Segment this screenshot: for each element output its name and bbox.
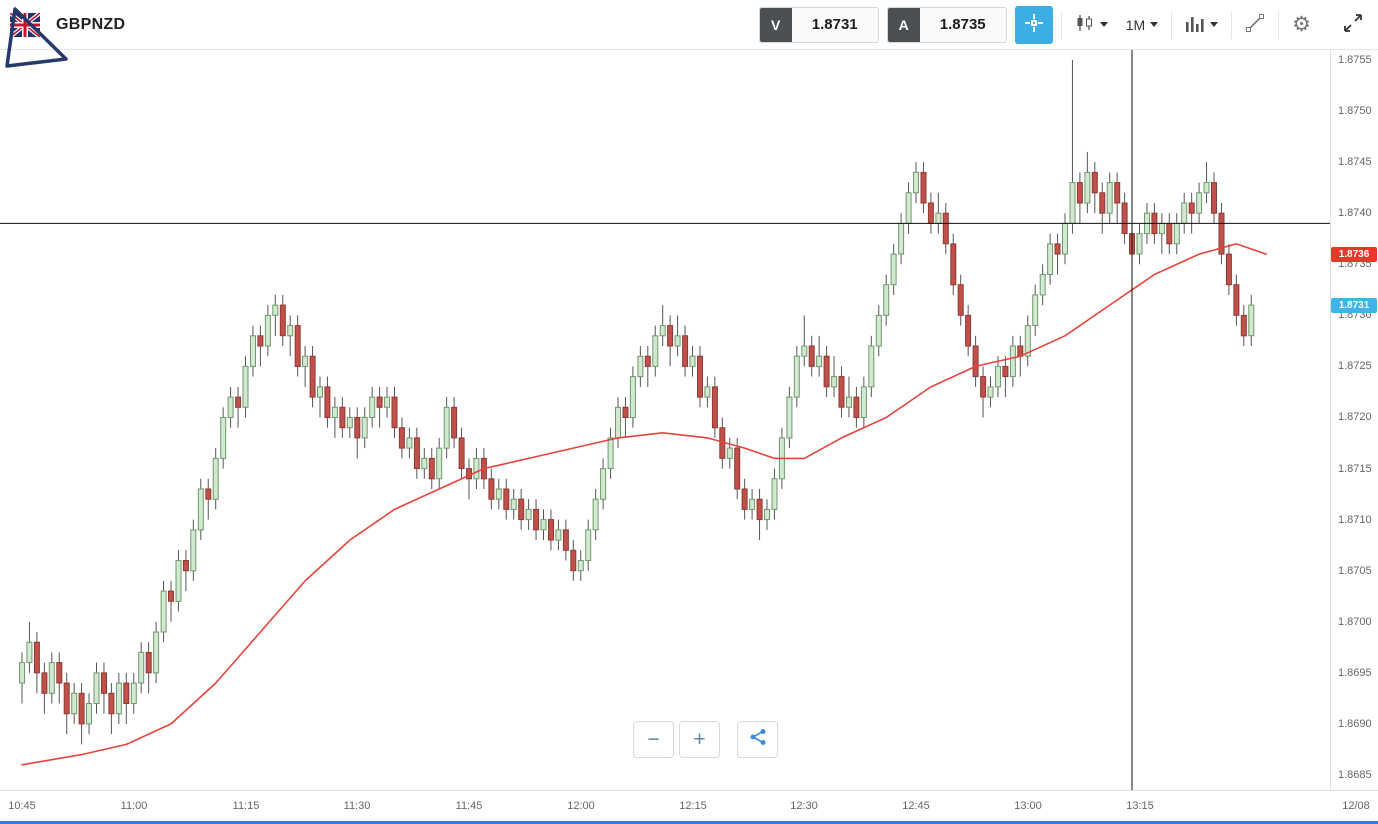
settings-button[interactable]: ⚙ <box>1287 10 1316 39</box>
time-axis-label: 11:00 <box>120 800 148 812</box>
toolbar-separator <box>1278 10 1280 39</box>
time-axis-label: 12:45 <box>902 800 930 812</box>
time-axis-border <box>0 790 1378 791</box>
bid-quote-button[interactable]: V 1.8731 <box>758 6 879 43</box>
share-button[interactable] <box>737 721 778 758</box>
time-axis-label: 13:15 <box>1126 800 1154 812</box>
time-axis-label: 10:45 <box>8 800 36 812</box>
time-axis-label: 12/08 <box>1342 800 1370 812</box>
gear-icon: ⚙ <box>1292 13 1311 36</box>
bottom-accent-bar <box>0 821 1378 824</box>
instrument-flag-icon <box>10 11 44 39</box>
price-axis-label: 1.8745 <box>1338 156 1372 168</box>
ask-badge: A <box>887 7 920 42</box>
symbol-title: GBPNZD <box>56 15 126 33</box>
ma-price-tag: 1.8736 <box>1331 247 1377 262</box>
timeframe-button[interactable]: 1M <box>1121 13 1163 37</box>
time-axis-label: 12:15 <box>679 800 707 812</box>
time-axis-label: 11:30 <box>343 800 371 812</box>
time-axis-label: 12:30 <box>790 800 818 812</box>
expand-icon <box>1343 13 1363 36</box>
ask-quote-button[interactable]: A 1.8735 <box>886 6 1007 43</box>
drawing-tools-button[interactable] <box>1240 9 1270 40</box>
chevron-down-icon <box>1210 22 1219 27</box>
price-axis-label: 1.8750 <box>1338 105 1372 117</box>
price-axis-label: 1.8715 <box>1338 463 1372 475</box>
price-axis-label: 1.8695 <box>1338 667 1372 679</box>
chevron-down-icon <box>1150 22 1159 27</box>
price-axis-label: 1.8740 <box>1338 207 1372 219</box>
chart-type-icon <box>1075 14 1095 35</box>
price-axis-label: 1.8720 <box>1338 411 1372 423</box>
price-axis-label: 1.8700 <box>1338 616 1372 628</box>
fullscreen-button[interactable] <box>1338 9 1368 40</box>
time-axis-label: 11:45 <box>455 800 483 812</box>
price-axis-label: 1.8690 <box>1338 718 1372 730</box>
bid-badge: V <box>759 7 792 42</box>
toolbar-separator <box>1171 10 1173 39</box>
share-icon <box>749 728 767 752</box>
chart-bottom-controls: − + <box>633 721 778 758</box>
price-axis-label: 1.8755 <box>1338 54 1372 66</box>
price-axis-label: 1.8685 <box>1338 769 1372 781</box>
indicators-icon <box>1185 14 1205 35</box>
price-axis-label: 1.8710 <box>1338 514 1372 526</box>
chart-type-button[interactable] <box>1070 10 1113 39</box>
time-axis-label: 12:00 <box>567 800 595 812</box>
plus-icon: + <box>693 727 706 751</box>
timeframe-label: 1M <box>1125 16 1146 33</box>
zoom-in-button[interactable]: + <box>679 721 720 758</box>
toolbar-separator <box>1060 10 1062 39</box>
chevron-down-icon <box>1099 22 1108 27</box>
bid-price-tag: 1.8731 <box>1331 298 1377 313</box>
minus-icon: − <box>647 727 660 751</box>
price-axis-border <box>1330 50 1331 790</box>
bid-price: 1.8731 <box>811 16 858 33</box>
time-axis-label: 13:00 <box>1014 800 1042 812</box>
chart-toolbar: GBPNZD V 1.8731 A 1.8735 <box>0 0 1378 50</box>
trendline-icon <box>1245 13 1265 36</box>
zoom-out-button[interactable]: − <box>633 721 674 758</box>
toolbar-separator <box>1231 10 1233 39</box>
price-axis-label: 1.8725 <box>1338 360 1372 372</box>
time-axis-label: 11:15 <box>232 800 260 812</box>
indicators-button[interactable] <box>1180 10 1223 39</box>
price-axis-label: 1.8705 <box>1338 565 1372 577</box>
crosshair-icon <box>1024 13 1044 36</box>
ask-price: 1.8735 <box>939 16 986 33</box>
crosshair-tool-button[interactable] <box>1014 5 1053 44</box>
